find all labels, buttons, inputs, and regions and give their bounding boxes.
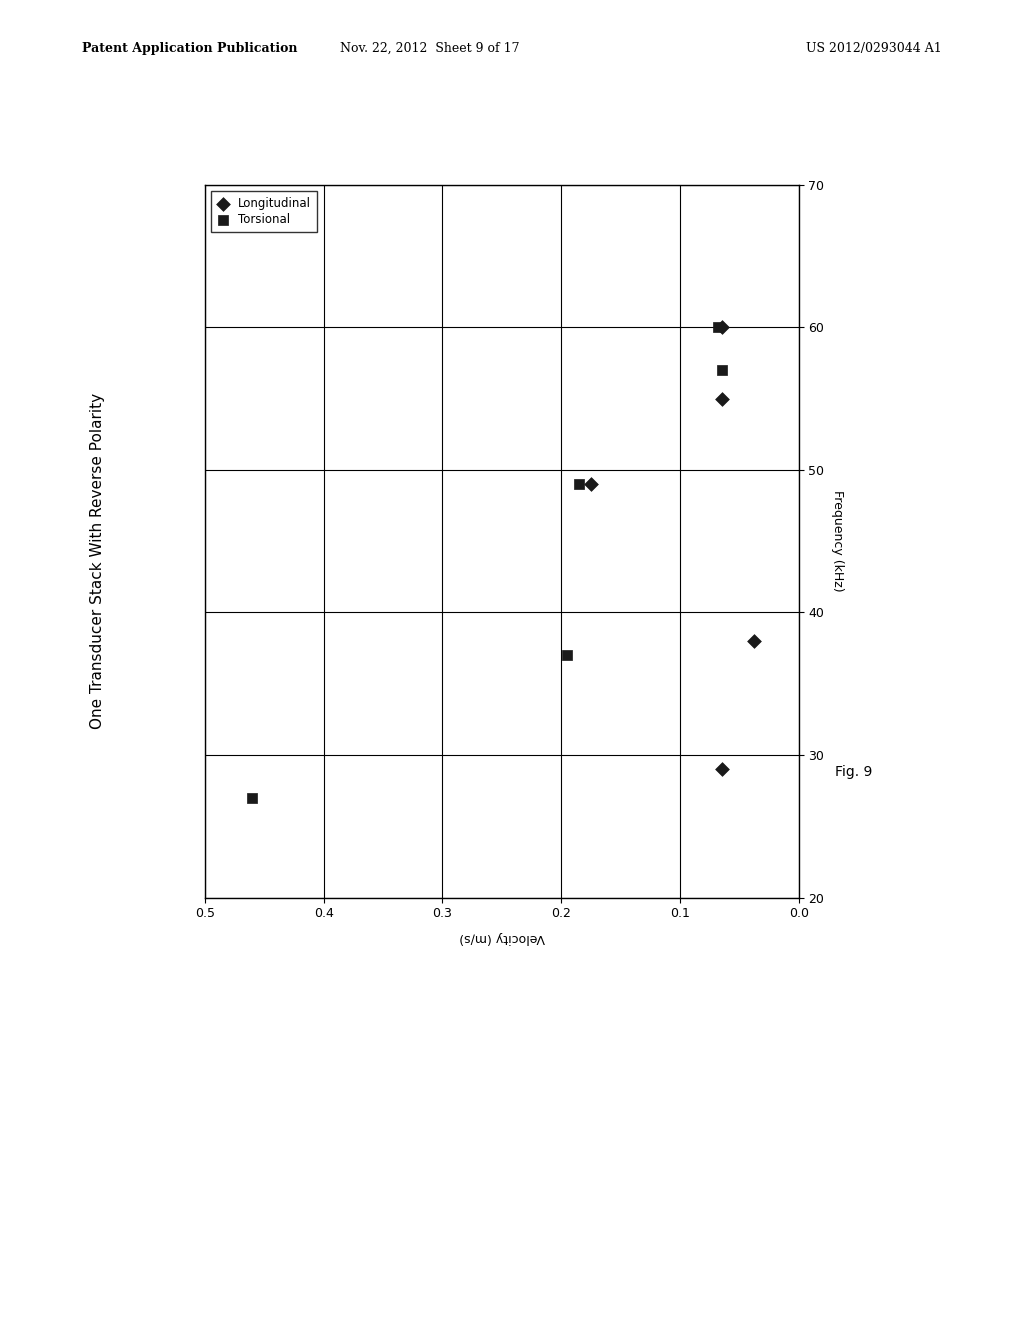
Text: Velocity (m/s): Velocity (m/s) bbox=[459, 931, 545, 944]
Y-axis label: Frequency (kHz): Frequency (kHz) bbox=[830, 491, 844, 591]
Text: One Transducer Stack With Reverse Polarity: One Transducer Stack With Reverse Polari… bbox=[90, 393, 104, 729]
Torsional bbox=[559, 644, 575, 665]
Longitudinal bbox=[745, 631, 762, 652]
Longitudinal bbox=[714, 317, 730, 338]
Legend: Longitudinal, Torsional: Longitudinal, Torsional bbox=[211, 190, 316, 232]
Torsional bbox=[714, 359, 730, 380]
Longitudinal bbox=[714, 759, 730, 780]
Longitudinal bbox=[583, 474, 599, 495]
Text: Nov. 22, 2012  Sheet 9 of 17: Nov. 22, 2012 Sheet 9 of 17 bbox=[340, 42, 520, 55]
Longitudinal bbox=[714, 388, 730, 409]
Text: Fig. 9: Fig. 9 bbox=[835, 766, 871, 779]
Text: Patent Application Publication: Patent Application Publication bbox=[82, 42, 297, 55]
Torsional bbox=[710, 317, 726, 338]
Text: US 2012/0293044 A1: US 2012/0293044 A1 bbox=[806, 42, 942, 55]
Torsional bbox=[570, 474, 587, 495]
Torsional bbox=[244, 787, 260, 808]
